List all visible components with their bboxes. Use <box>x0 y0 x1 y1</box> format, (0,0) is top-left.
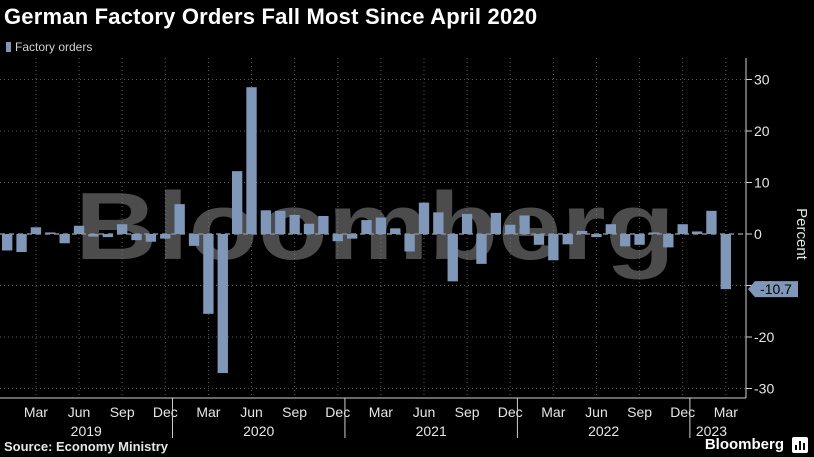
y-tick-label: -20 <box>754 329 774 345</box>
bar <box>720 234 731 290</box>
x-tick-label: Jun <box>413 404 436 420</box>
bar <box>505 224 516 234</box>
bar <box>418 202 430 234</box>
x-tick-label: Mar <box>24 404 48 420</box>
bar <box>260 210 272 234</box>
bar <box>246 87 257 234</box>
bar <box>145 234 157 242</box>
y-tick-label: -30 <box>754 381 774 397</box>
x-tick-label: Sep <box>110 404 135 420</box>
bar <box>461 213 473 234</box>
bar <box>361 220 372 234</box>
bar <box>275 210 286 234</box>
x-tick-label: Jun <box>585 404 608 420</box>
bar <box>677 224 688 234</box>
bar <box>45 232 56 234</box>
bar <box>131 234 142 241</box>
y-tick-label: 0 <box>754 226 762 242</box>
x-tick-label: Sep <box>282 404 307 420</box>
x-year-label: 2023 <box>696 423 727 439</box>
x-tick-label: Sep <box>455 404 480 420</box>
chart-icon <box>792 437 808 453</box>
bar <box>217 234 228 374</box>
y-tick-label: 30 <box>754 72 770 88</box>
bar <box>160 234 171 239</box>
y-tick-label: 10 <box>754 175 770 191</box>
bar <box>59 234 70 244</box>
y-axis-label: Percent <box>793 208 810 261</box>
bar <box>2 234 13 251</box>
bar <box>605 224 617 234</box>
watermark-text: Bloomberg <box>75 173 675 280</box>
axes: 3020100-10-20-30MarJunSepDecMarJunSepDec… <box>0 58 798 439</box>
x-tick-label: Dec <box>325 404 350 420</box>
bar <box>332 234 343 242</box>
legend: Factory orders <box>6 40 92 54</box>
bar <box>490 212 502 234</box>
bar <box>102 234 113 238</box>
bar <box>390 228 401 234</box>
x-tick-label: Sep <box>627 404 652 420</box>
x-tick-label: Jun <box>240 404 263 420</box>
bar <box>663 234 674 248</box>
bar <box>30 227 42 234</box>
x-year-label: 2020 <box>243 423 274 439</box>
bar <box>519 215 530 234</box>
bar <box>231 171 243 234</box>
bar <box>174 204 185 234</box>
x-tick-label: Mar <box>714 404 738 420</box>
bar <box>548 234 559 261</box>
x-tick-label: Jun <box>68 404 91 420</box>
x-year-label: 2019 <box>71 423 102 439</box>
chart-title: German Factory Orders Fall Most Since Ap… <box>4 4 538 29</box>
bar <box>16 234 27 253</box>
y-tick-label: 20 <box>754 123 770 139</box>
brand-logo: Bloomberg <box>704 436 784 453</box>
x-tick-label: Mar <box>196 404 220 420</box>
legend-label: Factory orders <box>15 40 93 54</box>
bar <box>433 212 444 234</box>
bar <box>203 234 214 314</box>
bar <box>706 210 717 234</box>
bar <box>576 230 588 234</box>
bar <box>375 217 387 234</box>
bar <box>303 223 315 234</box>
bar <box>188 234 200 246</box>
bars <box>2 87 731 374</box>
last-value-label: -10.7 <box>760 281 792 297</box>
x-year-label: 2022 <box>588 423 619 439</box>
bar <box>116 224 128 234</box>
bar <box>289 214 300 234</box>
bar <box>318 215 329 234</box>
bar <box>533 234 545 245</box>
bar <box>346 234 358 239</box>
bar <box>447 234 458 282</box>
bar <box>691 231 703 234</box>
bar <box>476 234 487 264</box>
bar <box>620 234 631 247</box>
x-tick-label: Dec <box>498 404 523 420</box>
source-note: Source: Economy Ministry <box>4 439 168 454</box>
bar <box>88 234 99 237</box>
bar <box>73 225 85 234</box>
x-tick-label: Mar <box>369 404 393 420</box>
last-value-callout <box>748 281 798 298</box>
legend-swatch <box>6 42 11 52</box>
x-tick-label: Dec <box>153 404 178 420</box>
bar <box>404 234 415 252</box>
bar <box>634 234 645 245</box>
x-tick-label: Mar <box>541 404 565 420</box>
bar <box>591 234 602 238</box>
x-tick-label: Dec <box>670 404 695 420</box>
x-year-label: 2021 <box>416 423 447 439</box>
bar <box>648 232 660 234</box>
bar <box>562 234 573 245</box>
